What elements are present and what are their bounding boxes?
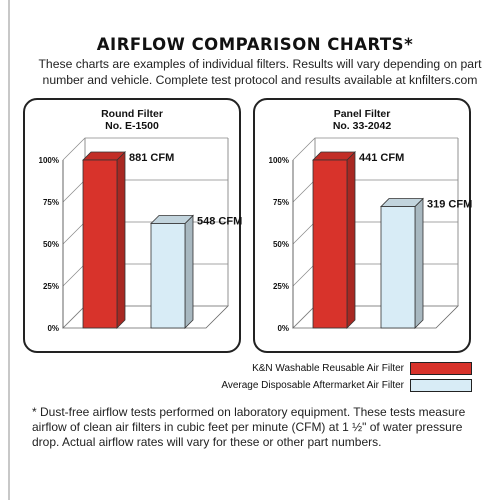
y-tick-label: 0% <box>47 324 59 333</box>
bar <box>150 214 194 329</box>
bar-side <box>184 214 194 329</box>
bar-side <box>414 197 424 329</box>
bar <box>380 197 424 329</box>
bar-top <box>380 198 424 207</box>
chart-title-line-1: Round Filter <box>101 108 163 120</box>
page-frame: AIRFLOW COMPARISON CHARTS* These charts … <box>8 0 500 500</box>
chart-round-filter: 0% 25% 50% 75% 100% 881 CFM 548 CFM <box>39 137 242 333</box>
chart-panel-round-filter: Round Filter No. E-1500 0% 25% 50% 75% 100% 8… <box>23 98 242 353</box>
chart-title-line-2: No. E-1500 <box>105 120 159 132</box>
bar-side <box>116 151 126 329</box>
bar-top <box>82 151 126 161</box>
legend-label-kn: K&N Washable Reusable Air Filter <box>252 363 404 374</box>
data-label: 881 CFM <box>129 152 174 164</box>
data-label: 548 CFM <box>197 216 242 228</box>
bar-front <box>150 223 186 329</box>
chart-panel-filter: 0% 25% 50% 75% 100% 441 CFM 319 CFM <box>269 137 472 333</box>
legend-label-disposable: Average Disposable Aftermarket Air Filte… <box>221 380 404 391</box>
data-label: 319 CFM <box>427 199 472 211</box>
page-title: AIRFLOW COMPARISON CHARTS* <box>96 35 414 54</box>
y-tick-label: 0% <box>277 324 289 333</box>
chart-title-line-1: Panel Filter <box>333 108 391 120</box>
gridline <box>62 137 228 161</box>
y-tick-label: 75% <box>273 198 289 207</box>
bar-front <box>380 206 416 329</box>
footnote-line-2: airflow of clean air filters in cubic fe… <box>32 420 463 434</box>
footnote: * Dust-free airflow tests performed on l… <box>32 405 480 450</box>
legend-item-disposable: Average Disposable Aftermarket Air Filte… <box>221 379 472 392</box>
chart-title-line-2: No. 33-2042 <box>332 120 392 132</box>
bar <box>312 151 356 329</box>
legend-swatch-disposable <box>410 379 472 392</box>
y-tick-label: 50% <box>43 240 59 249</box>
footnote-line-1: * Dust-free airflow tests performed on l… <box>32 405 466 419</box>
bar-top <box>312 151 356 161</box>
subtitle-line-1: These charts are examples of individual … <box>38 57 482 71</box>
bar-top <box>150 215 194 224</box>
y-tick-label: 25% <box>273 282 289 291</box>
bar-front <box>312 159 348 329</box>
y-tick-label: 50% <box>273 240 289 249</box>
y-tick-label: 100% <box>269 156 289 165</box>
footnote-line-3: drop. Actual airflow rates will vary for… <box>32 435 382 449</box>
legend-item-kn: K&N Washable Reusable Air Filter <box>252 362 472 375</box>
chart-panel-panel-filter: Panel Filter No. 33-2042 0% 25% 50% 75% 100%… <box>253 98 472 353</box>
bar-front <box>82 159 118 329</box>
legend-swatch-kn <box>410 362 472 375</box>
gridline <box>292 137 458 161</box>
y-tick-label: 25% <box>43 282 59 291</box>
y-tick-label: 100% <box>39 156 59 165</box>
y-tick-label: 75% <box>43 198 59 207</box>
bar <box>82 151 126 329</box>
data-label: 441 CFM <box>359 152 404 164</box>
subtitle-line-2: number and vehicle. Complete test protoc… <box>42 73 478 87</box>
bar-side <box>346 151 356 329</box>
